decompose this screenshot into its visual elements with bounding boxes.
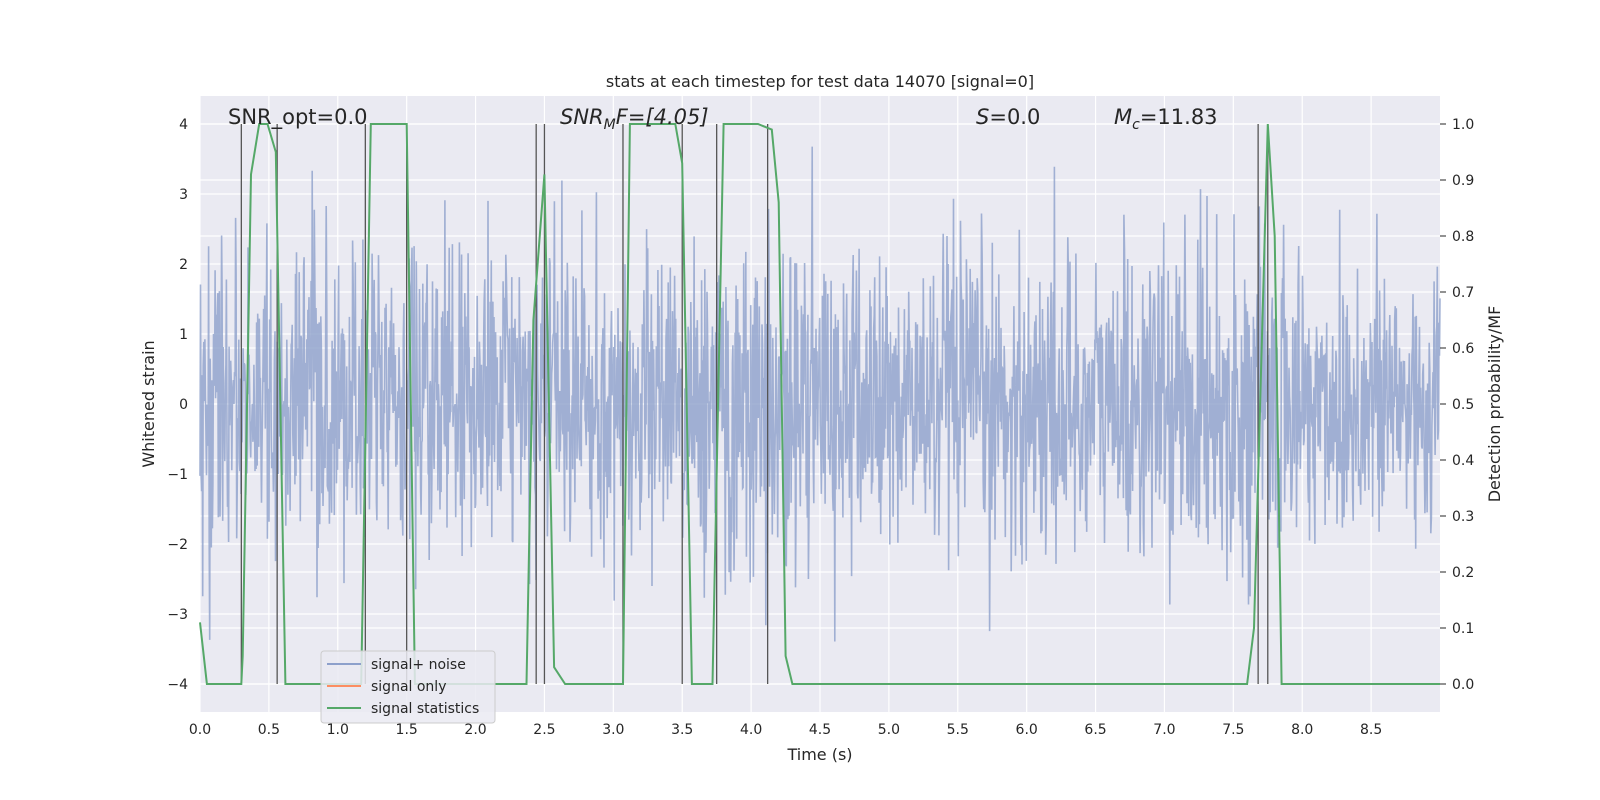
- legend-box: [320, 650, 496, 724]
- x-tick-label: 3.5: [671, 722, 693, 738]
- y-ticks: −4 −3 −2 −1 0 1 2 3 4: [167, 117, 188, 693]
- snr-mf-sub: M: [604, 117, 616, 133]
- chart-title: stats at each timestep for test data 140…: [606, 72, 1034, 91]
- legend-label-signal-only: signal only: [371, 679, 446, 695]
- y2-tick-label: 0.7: [1452, 285, 1474, 301]
- s-italic: S: [976, 105, 989, 129]
- y-tick-label: −4: [167, 677, 188, 693]
- x-tick-label: 6.5: [1084, 722, 1106, 738]
- annotation-mc: Mc=11.83: [1114, 105, 1218, 133]
- mc-main: M: [1114, 105, 1132, 129]
- y2-tick-label: 0.1: [1452, 621, 1474, 637]
- x-axis-label: Time (s): [786, 745, 852, 764]
- x-tick-label: 2.5: [533, 722, 555, 738]
- x-tick-label: 7.5: [1222, 722, 1244, 738]
- y-tick-label: 0: [179, 397, 188, 413]
- annotation-snr-mf: SNRMF=[4.05]: [560, 105, 709, 133]
- legend-label-signal-statistics: signal statistics: [371, 701, 479, 717]
- x-ticks: 0.0 0.5 1.0 1.5 2.0 2.5 3.0 3.5 4.0 4.5 5.0 5.5 6.0 6…: [189, 722, 1382, 738]
- y2-tick-label: 0.6: [1452, 341, 1474, 357]
- x-tick-label: 7.0: [1153, 722, 1175, 738]
- x-tick-label: 2.0: [464, 722, 486, 738]
- series-signal-statistics: [199, 123, 1440, 685]
- x-tick-label: 1.0: [327, 722, 349, 738]
- y-tick-label: −1: [167, 467, 188, 483]
- y2-tick-label: 0.4: [1452, 453, 1474, 469]
- y2-tick-label: 0.3: [1452, 509, 1474, 525]
- legend: signal+ noise signal only signal statist…: [320, 650, 496, 724]
- y2-tick-label: 0.9: [1452, 173, 1474, 189]
- y2-tick-label: 0.2: [1452, 565, 1474, 581]
- y-tick-label: 2: [179, 257, 188, 273]
- y-tick-label: 1: [179, 327, 188, 343]
- x-tick-label: 8.5: [1360, 722, 1382, 738]
- x-tick-label: 5.5: [947, 722, 969, 738]
- y-tick-label: 4: [179, 117, 188, 133]
- x-tick-label: 6.0: [1016, 722, 1038, 738]
- y-tick-label: −2: [167, 537, 188, 553]
- x-tick-label: 4.0: [740, 722, 762, 738]
- y-axis-label: Whitened strain: [139, 340, 158, 467]
- x-tick-label: 8.0: [1291, 722, 1313, 738]
- x-tick-label: 4.5: [809, 722, 831, 738]
- y2-axis-label: Detection probability/MF: [1485, 306, 1504, 503]
- x-tick-label: 3.0: [602, 722, 624, 738]
- vertical-markers: [240, 124, 1269, 684]
- x-tick-label: 0.5: [258, 722, 280, 738]
- snr-mf-main: SNR: [560, 105, 604, 129]
- y-tick-label: −3: [167, 607, 188, 623]
- snr-mf-rest: F=[4.05]: [616, 105, 709, 129]
- y2-tick-label: 0.8: [1452, 229, 1474, 245]
- annotation-snr-opt: SNR_opt=0.0: [228, 105, 368, 130]
- statistics-line: [199, 123, 1440, 685]
- x-tick-label: 0.0: [189, 722, 211, 738]
- mc-rest: =11.83: [1140, 105, 1218, 129]
- y2-ticks: 0.0 0.1 0.2 0.3 0.4 0.5 0.6 0.7 0.8 0.9 1.0: [1440, 117, 1474, 693]
- s-rest: =0.0: [989, 105, 1040, 129]
- legend-label-signal-noise: signal+ noise: [371, 657, 466, 673]
- y2-tick-label: 1.0: [1452, 117, 1474, 133]
- x-tick-label: 1.5: [396, 722, 418, 738]
- mc-sub: c: [1132, 117, 1140, 133]
- y2-tick-label: 0.5: [1452, 397, 1474, 413]
- x-tick-label: 5.0: [878, 722, 900, 738]
- y-tick-label: 3: [179, 187, 188, 203]
- y2-tick-label: 0.0: [1452, 677, 1474, 693]
- annotation-s: S=0.0: [976, 105, 1040, 129]
